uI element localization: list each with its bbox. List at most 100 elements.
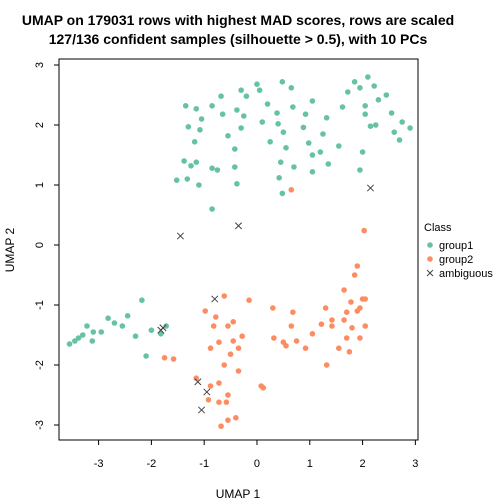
point-group1 xyxy=(196,182,202,188)
point-group1 xyxy=(185,124,192,130)
point-group1 xyxy=(218,93,224,99)
point-group1 xyxy=(325,161,332,167)
point-group1 xyxy=(188,163,194,169)
point-group2 xyxy=(270,305,276,311)
legend-label-group1: group1 xyxy=(439,240,473,252)
point-group1 xyxy=(173,177,180,183)
point-group1 xyxy=(193,159,200,165)
point-group1 xyxy=(75,335,82,341)
point-group2 xyxy=(293,338,300,344)
point-group1 xyxy=(98,329,105,335)
point-group2 xyxy=(323,362,330,368)
y-tick-label: 2 xyxy=(34,122,46,128)
point-group1 xyxy=(371,83,377,89)
point-group2 xyxy=(207,383,214,389)
x-axis: -3 -2 -1 0 1 2 3 xyxy=(94,440,418,470)
point-group1 xyxy=(238,125,244,131)
point-group1 xyxy=(351,79,358,85)
point-group1 xyxy=(320,131,326,137)
y-tick-label: 0 xyxy=(34,242,46,248)
point-group2 xyxy=(361,227,367,234)
point-group2 xyxy=(225,323,231,329)
point-group1 xyxy=(225,133,231,139)
point-group1 xyxy=(274,110,280,116)
point-group1 xyxy=(309,98,316,104)
point-group2 xyxy=(349,325,355,331)
point-group1 xyxy=(259,119,266,125)
point-group1 xyxy=(232,146,238,152)
point-ambiguous xyxy=(211,295,219,303)
point-group1 xyxy=(309,152,316,158)
point-group1 xyxy=(323,115,330,121)
point-group1 xyxy=(84,323,90,329)
point-group1 xyxy=(383,92,390,98)
point-ambiguous xyxy=(234,222,243,230)
point-group1 xyxy=(214,167,221,173)
point-group2 xyxy=(362,296,369,302)
point-group1 xyxy=(388,110,395,116)
point-group2 xyxy=(223,399,230,406)
y-tick-label: 3 xyxy=(34,62,46,68)
point-group2 xyxy=(336,345,342,352)
point-group1 xyxy=(89,338,96,344)
chart-title-line1: UMAP on 179031 rows with highest MAD sco… xyxy=(22,12,454,28)
point-group1 xyxy=(279,190,286,197)
point-group2 xyxy=(210,323,217,329)
point-group1 xyxy=(209,103,215,109)
point-group2 xyxy=(207,345,214,352)
point-group2 xyxy=(343,335,350,341)
point-group1 xyxy=(66,341,73,347)
x-axis-label: UMAP 1 xyxy=(216,487,261,501)
x-tick-label: 3 xyxy=(412,458,418,470)
point-group2 xyxy=(225,417,231,424)
y-tick-label: -1 xyxy=(34,300,46,310)
x-tick-label: -2 xyxy=(146,458,156,470)
point-group1 xyxy=(132,333,139,340)
point-group1 xyxy=(158,331,164,337)
point-group1 xyxy=(240,113,247,119)
point-group1 xyxy=(197,127,203,133)
point-group1 xyxy=(143,353,149,359)
point-group2 xyxy=(357,335,363,341)
y-tick-label: -2 xyxy=(34,360,46,370)
x-tick-label: -1 xyxy=(199,458,209,470)
point-ambiguous xyxy=(176,232,184,240)
point-group1 xyxy=(256,87,263,93)
x-tick-label: 0 xyxy=(254,458,260,470)
point-group1 xyxy=(396,137,403,143)
point-group2 xyxy=(239,333,245,340)
point-group1 xyxy=(280,129,287,135)
point-group2 xyxy=(283,343,289,349)
point-group2 xyxy=(351,272,358,278)
point-group1 xyxy=(193,106,200,112)
point-group1 xyxy=(243,93,250,99)
point-group1 xyxy=(275,121,281,127)
point-group2 xyxy=(216,380,222,386)
point-group1 xyxy=(232,164,238,170)
point-group2 xyxy=(221,362,228,368)
point-group1 xyxy=(362,103,369,109)
point-group1 xyxy=(309,169,316,175)
point-group2 xyxy=(309,331,316,337)
point-group2 xyxy=(221,293,228,299)
point-group1 xyxy=(357,167,363,173)
point-group2 xyxy=(193,375,200,382)
legend-marker-ambiguous xyxy=(426,269,434,277)
point-group2 xyxy=(161,355,168,361)
point-group2 xyxy=(302,345,309,352)
point-group2 xyxy=(318,321,325,328)
point-ambiguous xyxy=(366,184,375,192)
point-group2 xyxy=(212,314,219,320)
point-group2 xyxy=(346,349,353,355)
point-group1 xyxy=(288,85,295,91)
point-group1 xyxy=(238,87,244,93)
point-group1 xyxy=(209,206,215,212)
point-group1 xyxy=(279,79,286,85)
point-group1 xyxy=(209,165,215,171)
legend-label-group2: group2 xyxy=(439,254,473,266)
point-group1 xyxy=(359,149,366,155)
point-group2 xyxy=(288,187,295,193)
plot-frame xyxy=(58,58,419,441)
point-group2 xyxy=(225,392,231,398)
